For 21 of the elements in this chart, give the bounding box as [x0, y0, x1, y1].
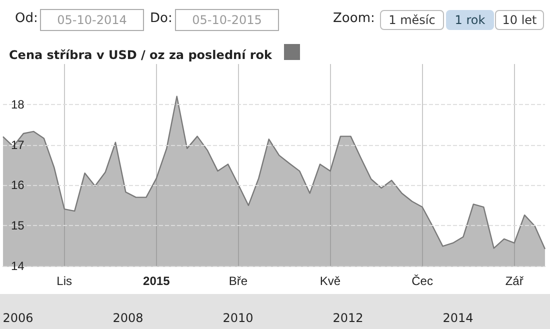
y-tick-label: 15	[11, 218, 25, 233]
y-tick-label: 16	[11, 178, 25, 192]
y-tick-label: 14	[11, 259, 25, 273]
text: 1 měsíc	[380, 10, 444, 30]
x-tick-label: 2015	[143, 274, 170, 288]
x-tick-label: Kvě	[320, 274, 341, 288]
x-tick-label: Zář	[505, 274, 524, 288]
text: 10 let	[495, 10, 544, 30]
navigator-strip: 2006 2008 2010 2012 2014	[0, 294, 550, 329]
text: Zoom:	[333, 11, 375, 26]
y-tick-label: 18	[11, 97, 25, 112]
x-tick-label: Čec	[412, 274, 433, 288]
text: Od:	[15, 11, 38, 26]
x-tick-label: Bře	[228, 274, 248, 288]
text: 05-10-2015	[175, 9, 279, 31]
chart-title: Cena stříbra v USD / oz za poslední rok	[9, 48, 274, 62]
text: 05-10-2014	[40, 9, 144, 31]
text: 1 rok	[446, 10, 494, 30]
x-tick-label: Lis	[56, 274, 72, 288]
y-tick-label: 17	[11, 138, 25, 152]
text: Do:	[150, 11, 172, 26]
